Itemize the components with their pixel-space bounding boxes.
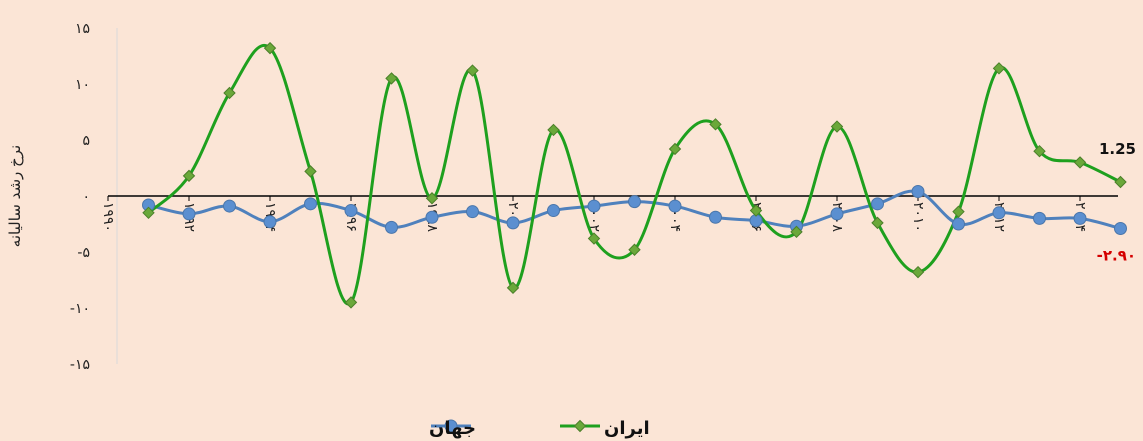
legend-marker-circle [444, 419, 458, 433]
data-point-iran [1073, 156, 1087, 169]
data-point-iran [547, 123, 560, 137]
y-tick-labels: ۱۵ ۱۰ ۵ ۰ -۵ -۱۰ -۱۵ [70, 21, 90, 373]
y-tick-label: ۱۵ [75, 21, 90, 37]
data-point-iran [709, 118, 722, 131]
data-point-world [466, 205, 479, 219]
data-point-world [506, 216, 520, 230]
data-point-world [709, 210, 722, 224]
data-point-iran [587, 232, 601, 245]
series-markers [142, 41, 1127, 309]
data-point-iran [1114, 175, 1127, 189]
data-point-iran [749, 204, 763, 217]
data-point-iran [911, 265, 925, 279]
data-point-iran [628, 243, 641, 256]
data-point-world [628, 195, 641, 209]
y-tick-label: ۰ [82, 189, 90, 205]
legend-label: جهان [429, 418, 476, 439]
y-tick-label: -۱۵ [70, 357, 90, 373]
data-point-world [668, 199, 682, 213]
data-point-world [1033, 211, 1046, 225]
data-point-world [182, 207, 196, 221]
data-point-iran [952, 205, 965, 218]
data-point-iran [304, 165, 317, 178]
data-point-world [304, 197, 317, 211]
end-value-label: 1.25 [1099, 140, 1136, 158]
x-tick-label: ۱۹۹۰ [100, 202, 116, 232]
data-point-iran [1033, 144, 1046, 158]
data-point-iran [992, 62, 1006, 75]
data-point-iran [425, 192, 439, 205]
y-tick-label: ۱۰ [75, 77, 90, 93]
annotations: 1.25 -۲.۹۰ [1097, 140, 1136, 264]
data-point-iran [871, 216, 884, 230]
data-point-world [1073, 211, 1087, 225]
legend-marker-diamond [573, 419, 587, 433]
y-tick-label: ۵ [82, 133, 90, 149]
data-point-world [385, 220, 398, 234]
data-point-iran [223, 86, 236, 100]
data-point-world [871, 197, 884, 211]
data-point-iran [142, 206, 155, 220]
data-point-world [911, 185, 925, 199]
data-point-world [992, 206, 1006, 220]
data-point-world [952, 217, 965, 231]
data-point-world [344, 204, 358, 218]
data-point-iran [385, 72, 398, 85]
data-point-world [587, 199, 601, 213]
data-point-iran [830, 120, 844, 133]
y-tick-label: -۵ [77, 245, 90, 261]
data-point-world [425, 210, 439, 224]
data-point-iran [182, 169, 196, 183]
y-axis-label: نرخ رشد سالیانه [6, 145, 24, 247]
axes-group [108, 28, 1118, 364]
x-tick-label: ۲۰۱۰ [910, 202, 926, 232]
data-point-world [263, 215, 277, 229]
data-point-iran [668, 142, 682, 156]
end-value-label: -۲.۹۰ [1097, 246, 1136, 264]
legend: ایران جهان [429, 418, 650, 439]
data-point-world [1114, 221, 1127, 235]
data-point-iran [263, 41, 277, 55]
series-line-0 [147, 44, 1122, 306]
data-point-world [547, 204, 560, 218]
series-lines [147, 44, 1122, 306]
data-point-iran [344, 296, 358, 309]
legend-label: ایران [604, 418, 650, 439]
y-tick-label: -۱۰ [70, 301, 90, 317]
data-point-world [223, 199, 236, 213]
data-point-iran [466, 64, 479, 77]
data-point-world [830, 207, 844, 221]
data-point-iran [790, 225, 803, 239]
data-point-iran [506, 281, 520, 295]
